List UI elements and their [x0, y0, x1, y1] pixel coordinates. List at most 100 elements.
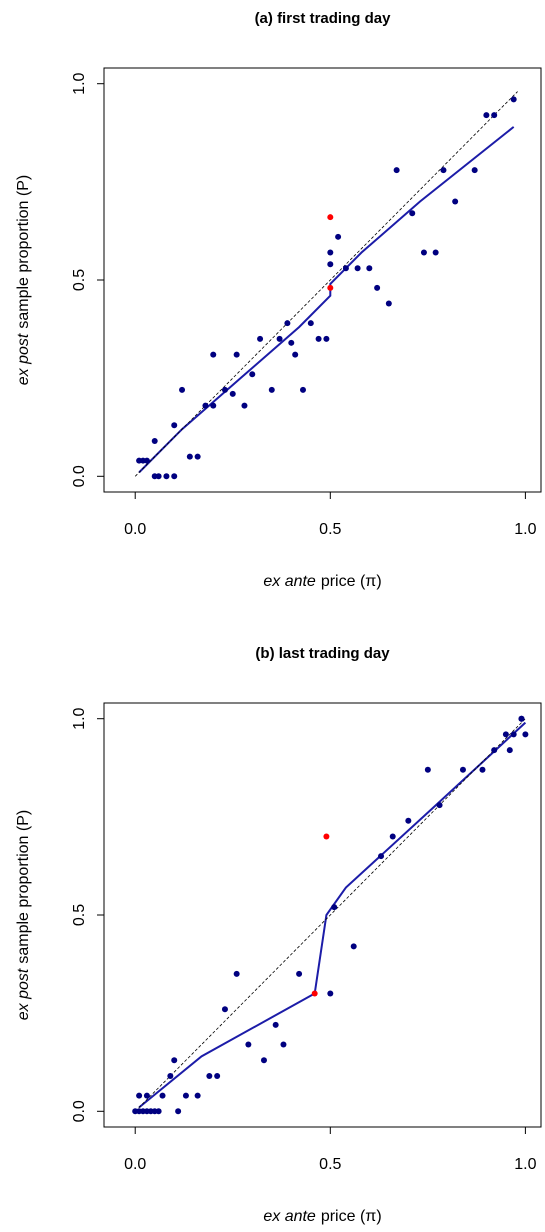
y-tick-label: 0.0 [71, 1100, 88, 1122]
fit-line [138, 126, 515, 474]
y-tick-label: 0.5 [71, 269, 88, 291]
x-tick-label: 0.0 [124, 521, 146, 538]
panel: (a) first trading day 0.0 0.5 1.0 0.0 0.5 1.0 e… [15, 10, 542, 590]
point [233, 351, 240, 358]
point [510, 731, 517, 738]
point [229, 390, 236, 397]
y-axis-label-text: sample proportion (P) [15, 810, 32, 964]
point [167, 1072, 174, 1079]
point [506, 747, 513, 754]
point [171, 422, 178, 429]
point [452, 198, 459, 205]
point [214, 1072, 221, 1079]
point [249, 371, 256, 378]
point [194, 1092, 201, 1099]
point [327, 214, 334, 221]
point [171, 1057, 178, 1064]
point [292, 351, 299, 358]
point [502, 731, 509, 738]
point [522, 731, 529, 738]
point [151, 437, 158, 444]
x-axis-label: ex ante price (π) [263, 573, 381, 590]
point [175, 1108, 182, 1115]
point [327, 261, 334, 268]
point [182, 1092, 189, 1099]
point [186, 453, 193, 460]
point [221, 386, 228, 393]
x-tick-label: 1.0 [514, 1156, 536, 1173]
point [436, 802, 443, 809]
point [276, 335, 283, 342]
y-axis-label-italic: ex post [15, 333, 32, 385]
y-axis-label: ex post sample proportion (P) [15, 175, 32, 385]
point [288, 339, 295, 346]
point [155, 1108, 162, 1115]
point [299, 386, 306, 393]
point [491, 747, 498, 754]
point [374, 284, 381, 291]
y-axis-label-italic: ex post [15, 968, 32, 1020]
x-tick-label: 0.5 [319, 521, 341, 538]
point [284, 320, 291, 327]
point [260, 1057, 267, 1064]
y-tick-label: 0.0 [71, 465, 88, 487]
point [315, 335, 322, 342]
point [171, 473, 178, 480]
point [206, 1072, 213, 1079]
point [221, 1006, 228, 1013]
y-tick-label: 0.5 [71, 904, 88, 926]
point [136, 1092, 143, 1099]
y-tick-label: 1.0 [71, 72, 88, 94]
point [143, 1092, 150, 1099]
plot-frame [103, 702, 542, 1128]
point [272, 1021, 279, 1028]
plot-frame [103, 67, 542, 493]
point [432, 249, 439, 256]
point [163, 473, 170, 480]
point [440, 167, 447, 174]
point [194, 453, 201, 460]
point [471, 167, 478, 174]
point [323, 335, 330, 342]
point [405, 817, 412, 824]
point [296, 970, 303, 977]
point [491, 112, 498, 119]
point [327, 284, 334, 291]
point [307, 320, 314, 327]
point [268, 386, 275, 393]
point [155, 473, 162, 480]
x-axis-label: ex ante price (π) [263, 1208, 381, 1225]
point [366, 265, 373, 272]
point [479, 766, 486, 773]
panel: (b) last trading day 0.0 0.5 1.0 0.0 0.5 1.0 ex… [15, 645, 542, 1225]
fit-line [138, 721, 527, 1109]
point [327, 249, 334, 256]
x-tick-label: 1.0 [514, 521, 536, 538]
point [378, 853, 385, 860]
point [350, 943, 357, 950]
point [459, 766, 466, 773]
point [424, 766, 431, 773]
point [331, 904, 338, 911]
y-tick-label: 1.0 [71, 707, 88, 729]
point [409, 210, 416, 217]
point [385, 300, 392, 307]
chart-title: (a) first trading day [255, 10, 392, 27]
point [280, 1041, 287, 1048]
point [311, 990, 318, 997]
point [389, 833, 396, 840]
point [335, 233, 342, 240]
x-axis-label-text: price (π) [321, 1208, 382, 1225]
point [179, 386, 186, 393]
reference-line [134, 91, 518, 477]
point [510, 96, 517, 103]
reference-line [134, 718, 526, 1112]
point [159, 1092, 166, 1099]
x-tick-label: 0.0 [124, 1156, 146, 1173]
point [518, 715, 525, 722]
point [327, 990, 334, 997]
point [257, 335, 264, 342]
point [245, 1041, 252, 1048]
point [202, 402, 209, 409]
point [342, 265, 349, 272]
